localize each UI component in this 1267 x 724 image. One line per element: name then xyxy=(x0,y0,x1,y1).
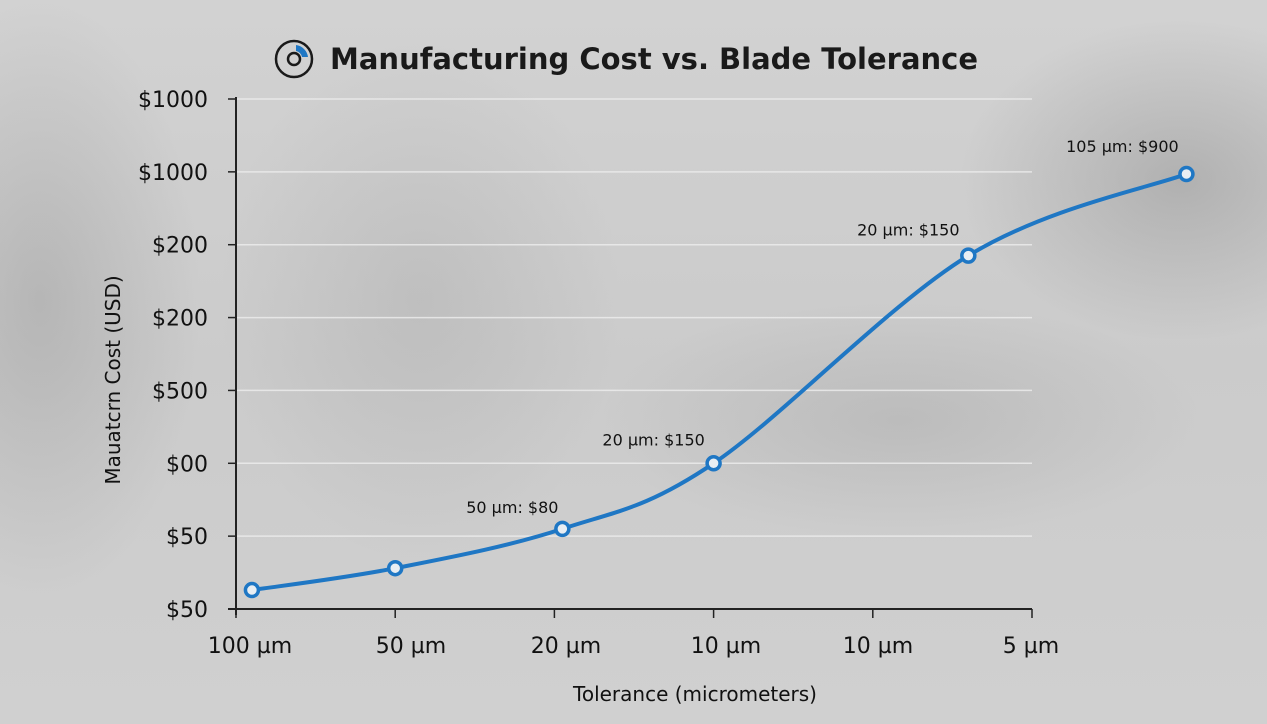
y-tick-label: $50 xyxy=(166,598,208,623)
y-tick-label: $00 xyxy=(166,452,208,477)
y-tick-label: $1000 xyxy=(138,88,208,113)
gauge-arc-icon xyxy=(296,45,308,57)
gauge-ring-icon xyxy=(274,39,314,79)
data-point xyxy=(243,581,261,599)
data-label: 20 µm: $150 xyxy=(857,221,959,240)
y-tick-label: $1000 xyxy=(138,161,208,186)
gauge-center-icon xyxy=(286,51,302,67)
x-tick-label: 5 µm xyxy=(1003,634,1059,659)
y-axis-title: Mauatcrn Cost (USD) xyxy=(101,275,125,484)
x-axis-title: Tolerance (micrometers) xyxy=(572,682,817,706)
y-tick-label: $200 xyxy=(152,234,208,259)
x-tick-label: 50 µm xyxy=(376,634,446,659)
data-label: 50 µm: $80 xyxy=(466,498,558,517)
y-tick-label: $50 xyxy=(166,525,208,550)
data-label: 105 µm: $900 xyxy=(1066,137,1179,156)
tick-labels: $50 $50 $00 $500 $200 $200 $1000 $1000 100 µm 50 … xyxy=(138,88,1059,659)
gridlines xyxy=(236,98,1032,537)
data-point xyxy=(960,247,977,264)
x-tick-label: 10 µm xyxy=(843,634,913,659)
series-line xyxy=(249,172,1189,593)
x-tick-label: 20 µm xyxy=(531,634,601,659)
data-label: 20 µm: $150 xyxy=(602,430,704,449)
axes xyxy=(228,97,1033,618)
data-point xyxy=(554,520,571,538)
x-tick-label: 10 µm xyxy=(691,634,761,659)
series xyxy=(243,165,1195,599)
data-point xyxy=(386,559,404,577)
data-labels: 50 µm: $80 20 µm: $150 20 µm: $150 105 µm: … xyxy=(466,137,1178,517)
y-tick-label: $500 xyxy=(152,379,208,404)
y-tick-label: $200 xyxy=(152,307,208,332)
data-point xyxy=(1178,165,1195,183)
x-tick-label: 100 µm xyxy=(208,634,292,659)
chart-title: Manufacturing Cost vs. Blade Tolerance xyxy=(330,42,978,76)
data-point xyxy=(705,455,722,472)
title-icon xyxy=(274,39,314,79)
